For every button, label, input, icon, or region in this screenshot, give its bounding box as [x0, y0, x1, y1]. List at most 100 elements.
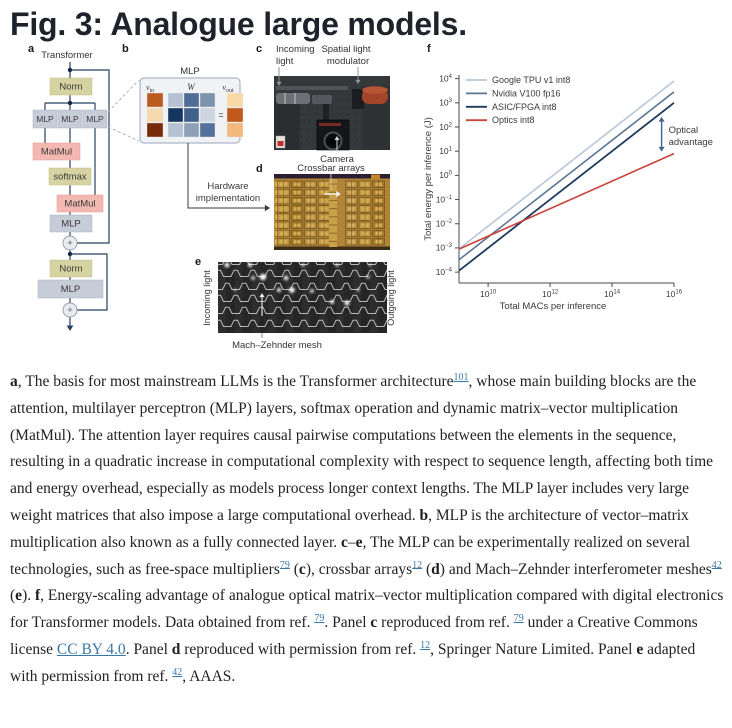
series-line-1 [458, 91, 675, 261]
w-cell [183, 107, 200, 123]
edge-pad [274, 182, 278, 187]
w-cell [199, 122, 216, 138]
y-tick-label: 102 [439, 122, 452, 132]
equals-sign: = [218, 110, 223, 120]
zoom-guide-line [107, 126, 140, 142]
edge-pad [274, 206, 278, 211]
series-line-0 [458, 80, 675, 250]
block-label: Norm [59, 264, 82, 275]
mesh-content [218, 262, 387, 333]
reference-superscript: 79 [314, 613, 324, 624]
block-mlp-7 [49, 214, 93, 233]
caption-panel-letter: a [10, 373, 18, 390]
caption-panel-letter: c [298, 560, 306, 578]
breadboard-hole [331, 113, 333, 116]
reference-link[interactable]: 79 [314, 613, 325, 625]
slm-label: Spatial light [321, 44, 370, 55]
reference-link[interactable]: 42 [172, 666, 183, 678]
zoom-guide-line [107, 79, 140, 113]
residual-add-node [62, 235, 78, 251]
breadboard-hole [308, 106, 311, 109]
reference-link[interactable]: 12 [420, 639, 431, 651]
block-label: MLP [86, 114, 104, 124]
x-axis-title: Total MACs per inference [500, 301, 607, 312]
chip-top-tab [371, 174, 380, 179]
waveguide-row [218, 282, 387, 290]
incoming-light-label: Incoming [276, 44, 315, 55]
light-spot [283, 275, 289, 281]
caption-text: . Panel [324, 614, 371, 632]
reference-link[interactable]: 101 [453, 371, 469, 383]
caption-panel-letter: c [370, 614, 378, 632]
breadboard-hole [316, 106, 318, 109]
x-tick-label: 1010 [480, 289, 497, 299]
block-label: MLP [61, 114, 79, 124]
flow-connector [70, 69, 110, 244]
caption-text: reproduced from ref. [377, 614, 514, 632]
vin-cell [146, 107, 164, 123]
block-mlp-9 [37, 279, 104, 299]
breadboard-hole [354, 121, 356, 123]
arrowhead [355, 79, 361, 84]
arrowhead [276, 81, 282, 86]
edge-pad [274, 214, 278, 220]
plus-sign: + [67, 238, 72, 248]
panel-letter-f: f [427, 43, 431, 55]
arrowhead [264, 204, 270, 212]
caption-panel-letter: e [355, 533, 363, 551]
optical-advantage-label: Optical [669, 125, 699, 136]
light-spot [310, 289, 314, 293]
reference-superscript: 12 [420, 640, 430, 651]
panel-a-transformer-diagram: Transformer Norm MLP MLP MLP MatMul softmax Mat… [32, 50, 110, 331]
reference-link[interactable]: 42 [711, 559, 722, 571]
caption-text: ), crossbar arrays [305, 560, 413, 578]
arrowhead [336, 191, 341, 197]
reference-superscript: 79 [514, 613, 524, 624]
x-tick-label: 1016 [666, 289, 683, 299]
vin-cell [146, 92, 164, 108]
legend-label-0: Google TPU v1 int8 [492, 75, 570, 85]
arrowhead [259, 293, 265, 298]
safety-label-red [277, 141, 284, 146]
vin-label: vin [146, 83, 154, 94]
panel-letter-d: d [256, 163, 263, 175]
incoming-light-label: light [276, 56, 294, 67]
light-spot [276, 287, 282, 293]
block-softmax-5 [48, 167, 92, 186]
camera-label: Camera [320, 154, 355, 165]
slm-label: modulator [327, 56, 369, 67]
block-label: MLP [36, 114, 54, 124]
breadboard-hole [301, 113, 303, 116]
caption-text: adapted with permission from ref. [10, 640, 696, 685]
license-link[interactable]: CC BY 4.0 [56, 640, 126, 658]
light-spot [366, 275, 370, 279]
caption-text: ). [22, 587, 35, 605]
plus-sign: + [67, 305, 72, 315]
vout-cell [226, 122, 244, 138]
breadboard-hole [346, 113, 349, 116]
y-tick-label: 100 [439, 170, 452, 180]
legend-label-3: Optics int8 [492, 115, 535, 125]
reference-link[interactable]: 12 [412, 559, 423, 571]
residual-add-node [62, 302, 78, 318]
figure-caption: a, The basis for most mainstream LLMs is… [10, 369, 724, 691]
reference-superscript: 79 [280, 559, 290, 570]
w-label: W [187, 82, 196, 92]
reference-link[interactable]: 79 [513, 613, 524, 625]
reference-link[interactable]: 79 [279, 559, 290, 571]
vout-cell [226, 107, 244, 123]
caption-panel-letter: e [636, 640, 644, 658]
breadboard-hole [308, 113, 311, 116]
caption-text: reproduced with permission from ref. [180, 640, 421, 658]
junction-dot [67, 100, 73, 106]
optical-rail [276, 86, 348, 90]
breadboard-hole [308, 143, 311, 145]
caption-text: ( [422, 560, 432, 578]
caption-text: – [347, 533, 356, 551]
figure-graphic: Transformer Norm MLP MLP MLP MatMul softmax Mat… [28, 43, 713, 351]
w-cell [199, 107, 216, 123]
chip-top-strip [274, 174, 390, 179]
breadboard-hole [339, 99, 341, 101]
w-cell [167, 122, 184, 138]
